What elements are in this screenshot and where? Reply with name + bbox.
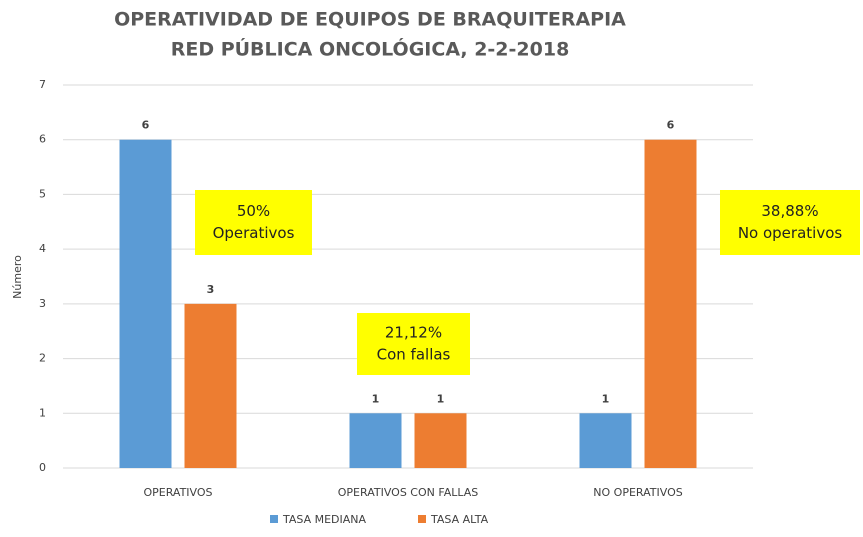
annotation-box [195,190,312,255]
bar [349,413,402,468]
y-tick-label: 5 [39,187,46,200]
legend-label: TASA ALTA [430,513,489,526]
bar [644,139,697,468]
annotation-text: Operativos [213,224,295,242]
chart-title: RED PÚBLICA ONCOLÓGICA, 2-2-2018 [171,37,570,61]
y-axis-label: Número [11,255,24,299]
x-tick-label: NO OPERATIVOS [593,486,682,499]
chart-title: OPERATIVIDAD DE EQUIPOS DE BRAQUITERAPIA [114,9,626,31]
bar [184,303,237,468]
annotation-box [357,313,470,375]
annotation-text: 38,88% [761,202,818,220]
bar [414,413,467,468]
y-tick-label: 4 [39,242,46,255]
bar [119,139,172,468]
x-tick-label: OPERATIVOS CON FALLAS [338,486,478,499]
legend-label: TASA MEDIANA [282,513,367,526]
data-label: 6 [142,119,150,132]
y-tick-label: 3 [39,297,46,310]
annotation-text: 50% [237,202,270,220]
annotation-text: 21,12% [385,324,442,342]
y-tick-label: 7 [39,78,46,91]
data-label: 6 [667,119,675,132]
data-label: 1 [602,392,610,405]
data-label: 1 [372,392,380,405]
legend-swatch [270,515,278,523]
y-tick-label: 1 [39,406,46,419]
data-label: 3 [207,283,215,296]
y-tick-label: 0 [39,461,46,474]
y-tick-label: 2 [39,352,46,365]
data-label: 1 [437,392,445,405]
legend-swatch [418,515,426,523]
x-tick-label: OPERATIVOS [143,486,212,499]
annotation-box [720,190,860,255]
bar [579,413,632,468]
annotation-text: No operativos [738,224,843,242]
annotation-text: Con fallas [377,346,451,364]
y-tick-label: 6 [39,133,46,146]
